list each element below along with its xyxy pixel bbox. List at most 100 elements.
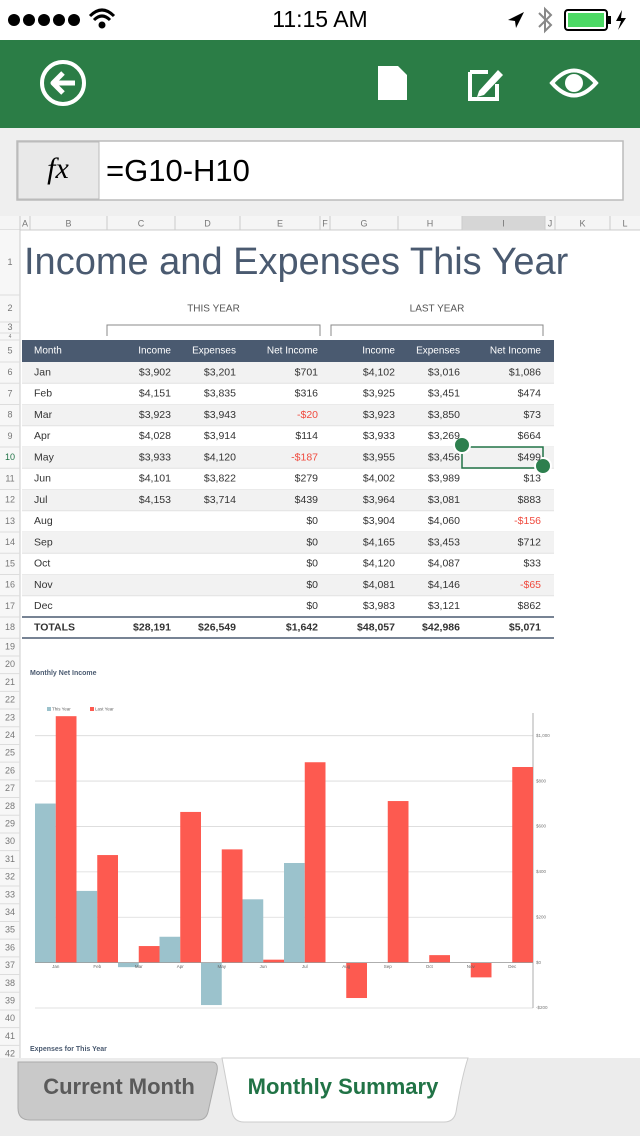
- row-band: [22, 404, 554, 426]
- bar: [346, 962, 367, 999]
- row-header: 16: [5, 580, 15, 590]
- row-header: 19: [5, 641, 15, 651]
- table-cell: $0: [306, 536, 318, 548]
- battery-icon: [564, 9, 626, 31]
- bar: [138, 946, 160, 963]
- table-cell: $3,914: [204, 430, 236, 442]
- table-cell: $3,955: [363, 451, 395, 463]
- row-header: 25: [5, 748, 15, 758]
- column-header: G: [360, 218, 367, 228]
- row-header: 39: [5, 995, 15, 1005]
- row-header: 12: [5, 495, 15, 505]
- table-cell: $279: [295, 473, 319, 485]
- back-button[interactable]: [40, 60, 86, 106]
- bar: [35, 803, 56, 963]
- legend-label: Last Year: [95, 707, 114, 712]
- row-header: 37: [5, 960, 15, 970]
- table-cell: $3,714: [204, 494, 236, 506]
- tab-label[interactable]: Current Month: [43, 1074, 195, 1099]
- tab-label[interactable]: Monthly Summary: [248, 1074, 439, 1099]
- row-header: 29: [5, 818, 15, 828]
- sheet-title: Income and Expenses This Year: [24, 241, 569, 283]
- bar: [76, 890, 98, 963]
- table-cell: -$187: [291, 451, 318, 463]
- table-header-row: [22, 340, 554, 362]
- bar: [470, 962, 492, 978]
- column-header: B: [65, 218, 71, 228]
- y-tick-label: $800: [536, 778, 547, 783]
- y-tick-label: $0: [536, 960, 542, 965]
- table-cell: $4,060: [428, 515, 460, 527]
- table-cell: $3,923: [139, 409, 171, 421]
- column-header: H: [427, 218, 434, 228]
- table-cell: $4,101: [139, 473, 171, 485]
- table-cell: Income: [362, 346, 395, 357]
- table-cell: $883: [518, 494, 542, 506]
- x-tick-label: Jul: [302, 964, 308, 969]
- table-cell: $4,153: [139, 494, 171, 506]
- table-cell: $4,120: [363, 558, 395, 570]
- table-cell: $3,933: [363, 430, 395, 442]
- table-cell: $3,456: [428, 451, 460, 463]
- location-icon: [508, 12, 524, 28]
- column-header: C: [138, 218, 145, 228]
- document-button[interactable]: [378, 66, 407, 100]
- row-header: 30: [5, 836, 15, 846]
- row-header: 38: [5, 978, 15, 988]
- view-button[interactable]: [549, 68, 599, 98]
- row-header: 5: [7, 345, 12, 355]
- bar: [263, 959, 284, 963]
- table-cell: Expenses: [416, 346, 460, 357]
- bar: [242, 899, 264, 963]
- tab-monthly-summary[interactable]: [221, 1057, 469, 1123]
- selected-column-header: [462, 216, 545, 230]
- table-cell: $474: [518, 388, 542, 400]
- legend-label: This Year: [52, 707, 71, 712]
- x-tick-label: Oct: [426, 964, 434, 969]
- toolbar: [0, 40, 640, 128]
- row-header: 1: [7, 257, 12, 267]
- column-header: I: [502, 218, 505, 228]
- table-cell: $3,269: [428, 430, 460, 442]
- x-tick-label: Jan: [52, 964, 60, 969]
- row-header: 27: [5, 783, 15, 793]
- table-cell: $499: [518, 451, 542, 463]
- row-header: 34: [5, 907, 15, 917]
- function-button[interactable]: [17, 141, 100, 200]
- clock: 11:15 AM: [272, 6, 367, 32]
- table-cell: $114: [295, 430, 318, 442]
- tab-current-month[interactable]: [17, 1061, 218, 1121]
- column-header: F: [322, 218, 328, 228]
- x-tick-label: Aug: [342, 964, 351, 969]
- row-band: [22, 574, 554, 596]
- table-cell: $3,904: [363, 515, 395, 527]
- table-cell: $73: [523, 409, 541, 421]
- table-cell: $3,925: [363, 388, 395, 400]
- column-header: E: [277, 218, 283, 228]
- table-cell: $42,986: [422, 621, 460, 633]
- edit-button[interactable]: [468, 70, 503, 101]
- x-tick-label: Sep: [384, 964, 393, 969]
- column-header: K: [579, 218, 585, 228]
- bar: [55, 716, 77, 963]
- bar: [387, 801, 409, 963]
- legend-swatch: [47, 707, 51, 711]
- row-header: 14: [5, 537, 15, 547]
- row-header: 31: [5, 854, 15, 864]
- table-cell: $4,151: [139, 388, 171, 400]
- row-header: 28: [5, 801, 15, 811]
- row-header: 24: [5, 730, 15, 740]
- table-cell: Net Income: [490, 346, 542, 357]
- row-header: 33: [5, 889, 15, 899]
- row-header: 3: [7, 322, 12, 332]
- bar: [118, 962, 139, 968]
- table-cell: $4,081: [363, 579, 395, 591]
- formula-box[interactable]: [16, 140, 624, 201]
- row-header: 41: [5, 1031, 15, 1041]
- bar: [512, 767, 533, 963]
- table-cell: -$65: [520, 579, 541, 591]
- table-cell: $712: [518, 536, 542, 548]
- table-cell: Jul: [34, 494, 47, 506]
- formula-text[interactable]: =G10-H10: [106, 153, 250, 188]
